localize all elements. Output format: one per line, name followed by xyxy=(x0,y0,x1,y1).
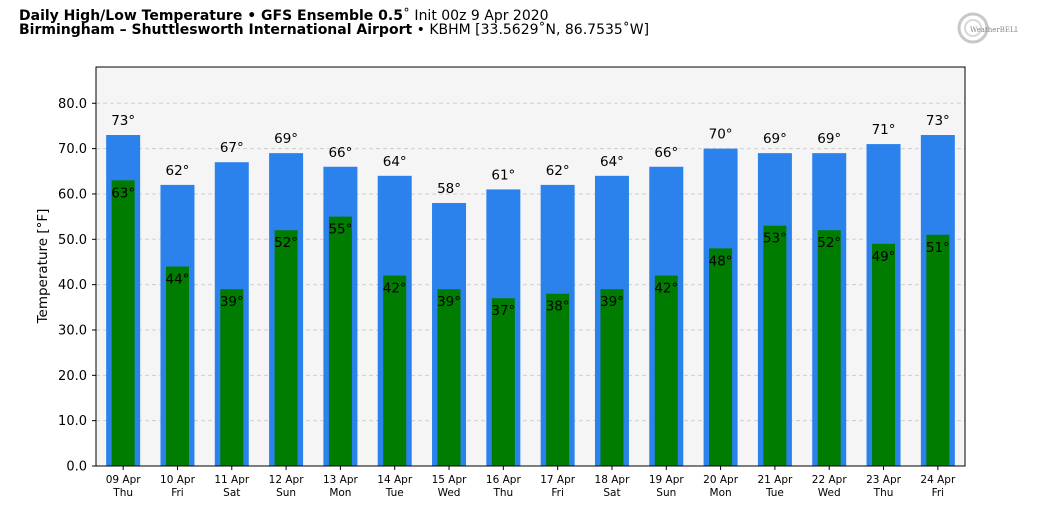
x-tick-date: 18 Apr xyxy=(595,474,631,486)
high-temp-label: 61° xyxy=(491,167,515,183)
x-tick-weekday: Thu xyxy=(873,487,894,499)
x-tick-weekday: Sun xyxy=(276,487,296,499)
low-temp-bar xyxy=(763,225,787,466)
low-temp-label: 39° xyxy=(437,294,461,310)
low-temp-label: 44° xyxy=(166,272,190,288)
x-tick-weekday: Wed xyxy=(818,487,841,499)
low-temp-label: 48° xyxy=(709,253,733,269)
low-temp-label: 52° xyxy=(274,235,298,251)
low-temp-bar xyxy=(220,289,244,466)
low-temp-bar xyxy=(600,289,624,466)
x-tick-date: 20 Apr xyxy=(703,474,739,486)
high-temp-label: 69° xyxy=(274,131,298,147)
high-temp-label: 73° xyxy=(926,113,950,129)
x-tick-weekday: Sun xyxy=(656,487,676,499)
x-tick-date: 14 Apr xyxy=(377,474,413,486)
high-temp-label: 58° xyxy=(437,181,461,197)
low-temp-bar xyxy=(274,230,298,466)
svg-text:WeatherBELL: WeatherBELL xyxy=(970,26,1018,34)
x-tick-weekday: Mon xyxy=(710,487,732,499)
x-tick-date: 21 Apr xyxy=(757,474,793,486)
high-temp-label: 62° xyxy=(166,163,190,179)
low-temp-label: 55° xyxy=(328,222,352,238)
y-tick-label: 50.0 xyxy=(58,233,87,248)
low-temp-bar xyxy=(926,234,950,466)
x-tick-weekday: Tue xyxy=(385,487,404,499)
low-temp-label: 39° xyxy=(600,294,624,310)
low-temp-label: 37° xyxy=(491,303,515,319)
x-tick-date: 15 Apr xyxy=(432,474,468,486)
x-tick-date: 09 Apr xyxy=(106,474,142,486)
y-tick-label: 20.0 xyxy=(58,369,87,384)
low-temp-label: 38° xyxy=(546,299,570,315)
x-tick-date: 11 Apr xyxy=(214,474,250,486)
high-temp-label: 62° xyxy=(546,163,570,179)
low-temp-label: 51° xyxy=(926,240,950,256)
x-tick-weekday: Thu xyxy=(112,487,133,499)
x-tick-weekday: Sat xyxy=(223,487,240,499)
low-temp-bar xyxy=(872,243,896,466)
low-temp-bar xyxy=(491,298,515,466)
y-tick-label: 40.0 xyxy=(58,278,87,293)
low-temp-label: 39° xyxy=(220,294,244,310)
high-temp-label: 66° xyxy=(328,145,352,161)
y-tick-label: 0.0 xyxy=(66,460,87,475)
x-tick-date: 13 Apr xyxy=(323,474,359,486)
x-tick-weekday: Wed xyxy=(438,487,461,499)
low-temp-bar xyxy=(328,216,352,466)
low-temp-bar xyxy=(111,180,135,466)
low-temp-label: 42° xyxy=(654,281,678,297)
chart-title: Daily High/Low Temperature • GFS Ensembl… xyxy=(19,8,549,24)
x-tick-date: 22 Apr xyxy=(812,474,848,486)
low-temp-label: 42° xyxy=(383,281,407,297)
low-temp-bar xyxy=(383,275,407,466)
low-temp-bar xyxy=(546,293,570,466)
high-temp-label: 64° xyxy=(383,154,407,170)
y-tick-label: 10.0 xyxy=(58,414,87,429)
high-temp-label: 69° xyxy=(817,131,841,147)
y-tick-label: 30.0 xyxy=(58,323,87,338)
x-tick-date: 24 Apr xyxy=(920,474,956,486)
high-temp-label: 71° xyxy=(872,122,896,138)
high-temp-label: 67° xyxy=(220,140,244,156)
high-temp-label: 66° xyxy=(654,145,678,161)
low-temp-label: 52° xyxy=(817,235,841,251)
chart-subtitle: Birmingham – Shuttlesworth International… xyxy=(19,22,650,38)
low-temp-label: 49° xyxy=(872,249,896,265)
x-tick-weekday: Tue xyxy=(765,487,784,499)
low-temp-bar xyxy=(165,266,189,466)
x-tick-date: 23 Apr xyxy=(866,474,902,486)
low-temp-label: 63° xyxy=(111,185,135,201)
x-tick-weekday: Fri xyxy=(551,487,564,499)
low-temp-bar xyxy=(817,230,841,466)
x-tick-weekday: Thu xyxy=(492,487,513,499)
x-tick-weekday: Sat xyxy=(603,487,620,499)
high-temp-label: 70° xyxy=(709,127,733,143)
low-temp-bar xyxy=(709,248,733,466)
high-temp-label: 64° xyxy=(600,154,624,170)
plot-frame xyxy=(95,66,966,467)
x-tick-date: 19 Apr xyxy=(649,474,685,486)
low-temp-label: 53° xyxy=(763,231,787,247)
y-tick-label: 70.0 xyxy=(58,142,87,157)
x-tick-weekday: Fri xyxy=(932,487,945,499)
low-temp-bar xyxy=(437,289,461,466)
high-temp-label: 73° xyxy=(111,113,135,129)
x-tick-date: 17 Apr xyxy=(540,474,576,486)
y-tick-label: 60.0 xyxy=(58,187,87,202)
y-axis-label: Temperature [°F] xyxy=(35,209,51,325)
y-tick-label: 80.0 xyxy=(58,97,87,112)
x-tick-date: 12 Apr xyxy=(269,474,305,486)
x-tick-date: 10 Apr xyxy=(160,474,196,486)
x-tick-date: 16 Apr xyxy=(486,474,522,486)
x-tick-weekday: Mon xyxy=(329,487,351,499)
x-tick-weekday: Fri xyxy=(171,487,184,499)
high-temp-label: 69° xyxy=(763,131,787,147)
low-temp-bar xyxy=(654,275,678,466)
swirl-logo-icon: WeatherBELL xyxy=(957,12,1018,44)
